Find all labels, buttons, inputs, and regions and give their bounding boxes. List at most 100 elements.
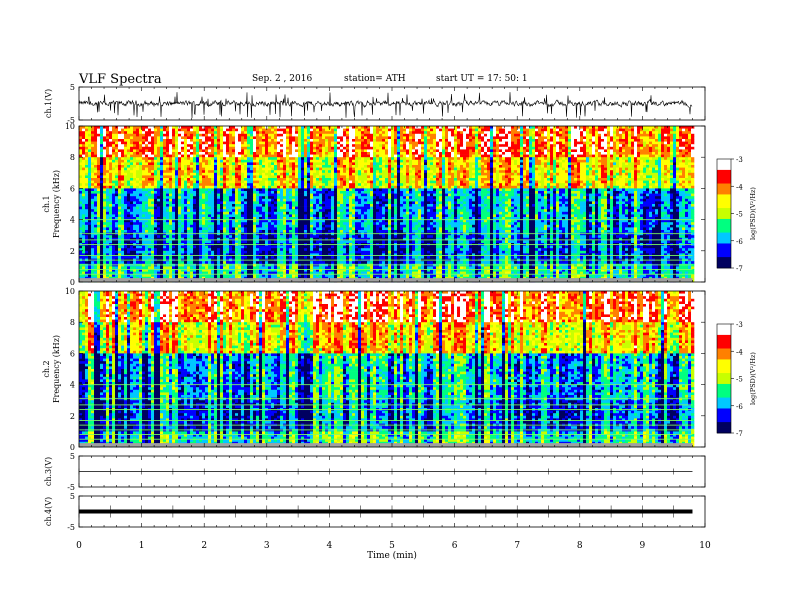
spectrogram-cell xyxy=(598,180,602,184)
spectrogram-cell xyxy=(85,136,89,140)
spectrogram-cell xyxy=(565,162,569,166)
spectrogram-cell xyxy=(262,154,266,158)
spectrogram-cell xyxy=(481,165,485,168)
spectrogram-cell xyxy=(394,154,398,158)
spectrogram-cell xyxy=(502,167,506,171)
spectrogram-cell xyxy=(520,133,524,137)
spectrogram-cell xyxy=(472,146,476,150)
spectrogram-cell xyxy=(544,154,548,158)
spectrogram-cell xyxy=(514,126,518,129)
spectrogram-cell xyxy=(517,185,521,189)
spectrogram-cell xyxy=(322,159,326,163)
spectrogram-cell xyxy=(403,128,407,132)
spectrogram-cell xyxy=(442,126,446,129)
spectrogram-cell xyxy=(397,139,401,142)
spectrogram-cell xyxy=(526,162,530,166)
spectrogram-cell xyxy=(115,139,119,142)
spectrogram-cell xyxy=(505,185,509,189)
spectrogram-cell xyxy=(448,162,452,166)
spectrogram-cell xyxy=(412,162,416,166)
spectrogram-cell xyxy=(592,131,596,135)
spectrogram-cell xyxy=(496,165,500,168)
spectrogram-cell xyxy=(106,167,110,171)
spectrogram-cell xyxy=(391,136,395,140)
spectrogram-cell xyxy=(448,172,452,176)
spectrogram-cell xyxy=(235,172,239,176)
spectrogram-cell xyxy=(214,126,218,129)
spectrogram-cell xyxy=(244,128,248,132)
spectrogram-cell xyxy=(550,128,554,132)
spectrogram-cell xyxy=(385,157,389,161)
spectrogram-cell xyxy=(466,144,470,148)
spectrogram-cell xyxy=(358,170,362,174)
spectrogram-cell xyxy=(574,185,578,189)
spectrogram-cell xyxy=(439,183,443,187)
spectrogram-cell xyxy=(631,170,635,174)
spectrogram-cell xyxy=(637,159,641,163)
spectrogram-cell xyxy=(538,170,542,174)
spectrogram-cell xyxy=(217,131,221,135)
spectrogram-cell xyxy=(172,178,176,181)
spectrogram-cell xyxy=(373,172,377,176)
spectrogram-cell xyxy=(316,159,320,163)
spectrogram-cell xyxy=(652,159,656,163)
spectrogram-cell xyxy=(469,162,473,166)
spectrogram-cell xyxy=(397,136,401,140)
spectrogram-cell xyxy=(508,157,512,161)
spectrogram-cell xyxy=(133,178,137,181)
spectrogram-cell xyxy=(412,126,416,129)
spectrogram-cell xyxy=(79,183,83,187)
spectrogram-cell xyxy=(418,165,422,168)
spectrogram-cell xyxy=(457,175,461,179)
spectrogram-cell xyxy=(115,167,119,171)
spectrogram-cell xyxy=(244,185,248,189)
spectrogram-cell xyxy=(553,144,557,148)
spectrogram-cell xyxy=(346,128,350,132)
spectrogram-cell xyxy=(430,185,434,189)
spectrogram-cell xyxy=(607,154,611,158)
spectrogram-cell xyxy=(454,152,458,155)
spectrogram-cell xyxy=(184,133,188,137)
spectrogram-cell xyxy=(667,178,671,181)
spectrogram-cell xyxy=(97,152,101,155)
spectrogram-cell xyxy=(103,133,107,137)
spectrogram-cell xyxy=(547,141,551,145)
spectrogram-cell xyxy=(574,162,578,166)
spectrogram-cell xyxy=(361,154,365,158)
spectrogram-cell xyxy=(88,144,92,148)
spectrogram-cell xyxy=(424,183,428,187)
spectrogram-cell xyxy=(127,183,131,187)
spectrogram-cell xyxy=(148,175,152,179)
spectrogram-cell xyxy=(334,154,338,158)
spectrogram-cell xyxy=(673,180,677,184)
spectrogram-cell xyxy=(391,165,395,168)
spectrogram-cell xyxy=(436,175,440,179)
spectrogram-cell xyxy=(466,172,470,176)
spectrogram-cell xyxy=(409,178,413,181)
spectrogram-cell xyxy=(289,157,293,161)
spectrogram-cell xyxy=(256,162,260,166)
spectrogram-cell xyxy=(436,139,440,142)
spectrogram-cell xyxy=(658,126,662,129)
spectrogram-cell xyxy=(139,154,143,158)
spectrogram-cell xyxy=(586,149,590,153)
spectrogram-cell xyxy=(88,178,92,181)
spectrogram-cell xyxy=(607,167,611,171)
spectrogram-cell xyxy=(460,154,464,158)
spectrogram-cell xyxy=(259,154,263,158)
spectrogram-cell xyxy=(682,131,686,135)
spectrogram-cell xyxy=(508,128,512,132)
spectrogram-cell xyxy=(529,178,533,181)
spectrogram-cell xyxy=(427,183,431,187)
spectrogram-cell xyxy=(91,152,95,155)
spectrogram-cell xyxy=(415,144,419,148)
spectrogram-cell xyxy=(508,154,512,158)
spectrogram-cell xyxy=(571,131,575,135)
spectrogram-cell xyxy=(217,162,221,166)
spectrogram-cell xyxy=(505,172,509,176)
spectrogram-cell xyxy=(406,146,410,150)
spectrogram-cell xyxy=(223,128,227,132)
spectrogram-cell xyxy=(142,133,146,137)
spectrogram-cell xyxy=(277,183,281,187)
spectrogram-cell xyxy=(205,162,209,166)
